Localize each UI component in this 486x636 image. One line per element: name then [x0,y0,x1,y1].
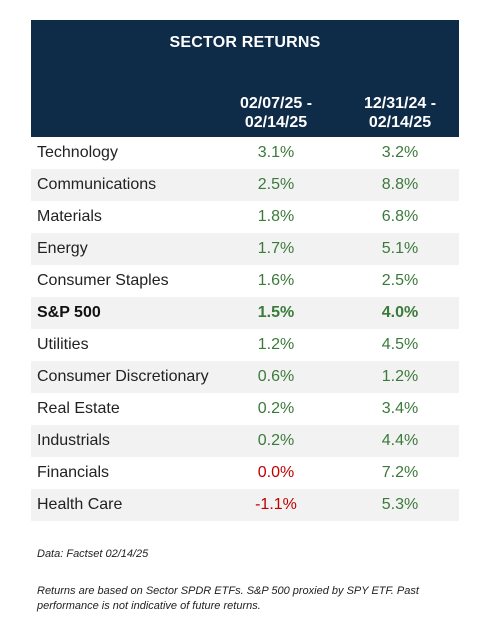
week-return: 0.2% [257,400,295,417]
week-return: 3.1% [257,144,295,161]
ytd-return: 1.2% [381,368,419,385]
column-header-week: 02/07/25 - 02/14/25 [221,94,331,132]
table-row: Communications 2.5% 8.8% [31,169,459,201]
week-return: -1.1% [255,496,297,513]
table-row: Technology 3.1% 3.2% [31,137,459,169]
sector-name: S&P 500 [37,304,101,321]
week-return: 2.5% [257,176,295,193]
table-row: Health Care -1.1% 5.3% [31,489,459,521]
table-header: SECTOR RETURNS 02/07/25 - 02/14/25 12/31… [31,20,459,137]
ytd-return: 5.3% [381,496,419,513]
column-header-ytd-line1: 12/31/24 - [363,95,437,112]
week-return: 0.6% [257,368,295,385]
ytd-return: 3.4% [381,400,419,417]
week-return: 1.7% [257,240,295,257]
sector-table-body: Technology 3.1% 3.2% Communications 2.5% 8.8%… [31,137,459,521]
sector-name: Consumer Staples [37,272,169,289]
sector-name: Health Care [37,496,123,513]
sector-name: Real Estate [37,400,120,417]
sector-name: Consumer Discretionary [37,368,209,385]
sector-name: Industrials [37,432,110,449]
week-return: 1.8% [257,208,295,225]
ytd-return: 4.5% [381,336,419,353]
column-header-ytd-line2: 02/14/25 [368,114,432,131]
ytd-return: 2.5% [381,272,419,289]
week-return: 0.2% [257,432,295,449]
ytd-return: 3.2% [381,144,419,161]
table-row: Materials 1.8% 6.8% [31,201,459,233]
ytd-return: 4.4% [381,432,419,449]
week-return: 1.6% [257,272,295,289]
week-return: 1.2% [257,336,295,353]
table-row: Consumer Staples 1.6% 2.5% [31,265,459,297]
week-return: 1.5% [257,304,295,321]
sector-name: Technology [37,144,118,161]
sector-name: Communications [37,176,157,193]
table-row: Consumer Discretionary 0.6% 1.2% [31,361,459,393]
table-row: Financials 0.0% 7.2% [31,457,459,489]
week-return: 0.0% [257,464,295,481]
table-row: Real Estate 0.2% 3.4% [31,393,459,425]
table-row: S&P 500 1.5% 4.0% [31,297,459,329]
table-row: Industrials 0.2% 4.4% [31,425,459,457]
sector-name: Materials [37,208,102,225]
column-header-week-line2: 02/14/25 [244,114,308,131]
column-header-week-line1: 02/07/25 - [239,95,313,112]
column-header-ytd: 12/31/24 - 02/14/25 [345,94,455,132]
ytd-return: 5.1% [381,240,419,257]
table-title: SECTOR RETURNS [169,34,321,51]
source-note: Data: Factset 02/14/25 [37,548,149,560]
table-row: Utilities 1.2% 4.5% [31,329,459,361]
sector-name: Financials [37,464,110,481]
table-row: Energy 1.7% 5.1% [31,233,459,265]
disclaimer-note: Returns are based on Sector SPDR ETFs. S… [37,585,419,612]
ytd-return: 6.8% [381,208,419,225]
ytd-return: 4.0% [381,304,419,321]
ytd-return: 8.8% [381,176,419,193]
ytd-return: 7.2% [381,464,419,481]
sector-name: Utilities [37,336,89,353]
sector-name: Energy [37,240,88,257]
